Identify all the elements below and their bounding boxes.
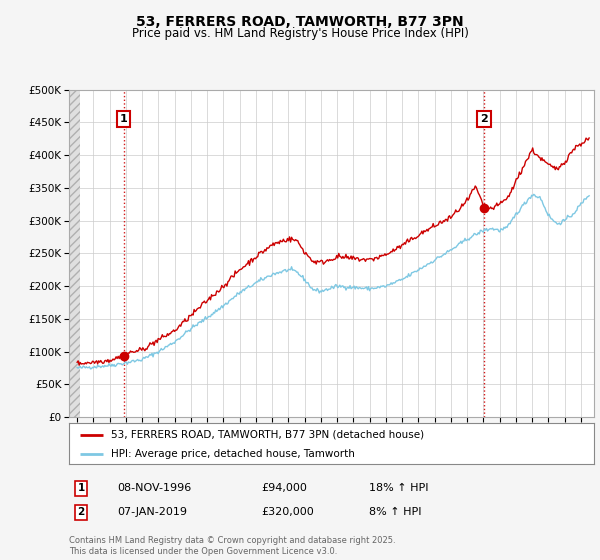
Text: £320,000: £320,000 (261, 507, 314, 517)
Text: 53, FERRERS ROAD, TAMWORTH, B77 3PN: 53, FERRERS ROAD, TAMWORTH, B77 3PN (136, 15, 464, 29)
Text: 1: 1 (120, 114, 128, 124)
Text: 18% ↑ HPI: 18% ↑ HPI (369, 483, 428, 493)
Text: Price paid vs. HM Land Registry's House Price Index (HPI): Price paid vs. HM Land Registry's House … (131, 27, 469, 40)
Bar (69, 90, 80, 417)
Text: 08-NOV-1996: 08-NOV-1996 (117, 483, 191, 493)
Text: 07-JAN-2019: 07-JAN-2019 (117, 507, 187, 517)
Text: £94,000: £94,000 (261, 483, 307, 493)
Text: 1: 1 (77, 483, 85, 493)
Text: 53, FERRERS ROAD, TAMWORTH, B77 3PN (detached house): 53, FERRERS ROAD, TAMWORTH, B77 3PN (det… (111, 430, 424, 440)
Text: Contains HM Land Registry data © Crown copyright and database right 2025.
This d: Contains HM Land Registry data © Crown c… (69, 536, 395, 556)
Text: 8% ↑ HPI: 8% ↑ HPI (369, 507, 421, 517)
Text: HPI: Average price, detached house, Tamworth: HPI: Average price, detached house, Tamw… (111, 449, 355, 459)
Text: 2: 2 (480, 114, 488, 124)
Text: 2: 2 (77, 507, 85, 517)
